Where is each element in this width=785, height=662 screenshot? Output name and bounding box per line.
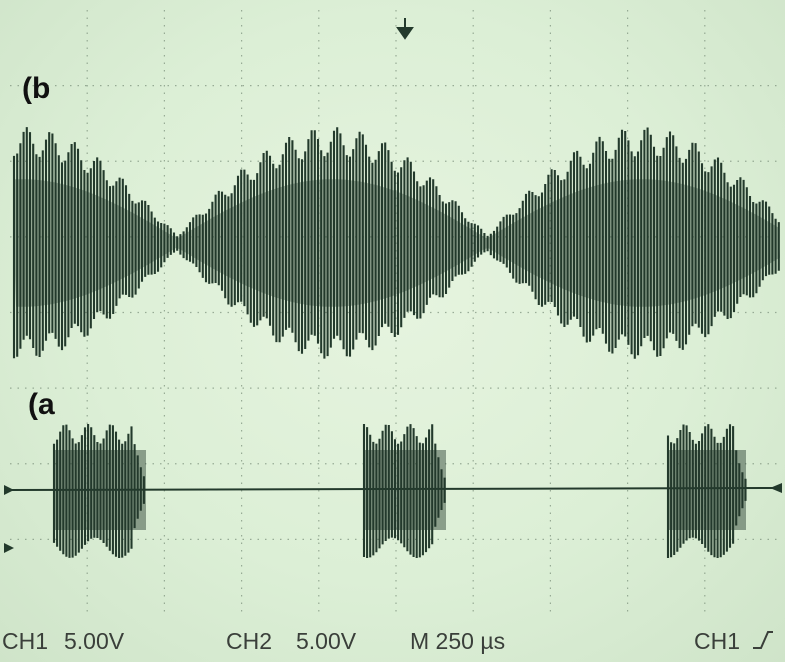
rising-edge-icon: [752, 628, 774, 658]
waveform-a-burst: [52, 424, 145, 558]
ch1-volts-div: 5.00V: [64, 628, 125, 654]
panel-label-a: (a: [28, 388, 55, 421]
ch2-ground-marker-icon: [4, 543, 14, 553]
trigger-position-icon: [396, 18, 414, 40]
waveform-a-burst-fill: [364, 450, 446, 530]
timebase-readout: M 250 µs: [410, 628, 506, 654]
waveform-a-burst: [362, 424, 446, 558]
ch1-label: CH1: [2, 628, 49, 654]
ch2-label: CH2: [226, 628, 273, 654]
waveform-b: [12, 127, 780, 359]
ch2-volts-div: 5.00V: [296, 628, 357, 654]
waveform-b-envelope: [14, 179, 780, 307]
waveform-a: [9, 424, 783, 558]
waveform-b-strokes: [12, 127, 780, 359]
ch1-ground-marker-icon: [4, 485, 14, 495]
trigger-level-icon: [770, 483, 782, 493]
trigger-source: CH1: [694, 628, 741, 654]
panel-label-b: (b: [22, 72, 51, 105]
scope-status-bar: CH1 5.00V CH2 5.00V M 250 µs CH1: [0, 622, 785, 662]
waveform-a-burst-fill: [668, 450, 746, 530]
waveform-a-burst: [666, 424, 747, 558]
trigger-markers: [4, 18, 782, 553]
waveform-a-burst-fill: [54, 450, 146, 530]
